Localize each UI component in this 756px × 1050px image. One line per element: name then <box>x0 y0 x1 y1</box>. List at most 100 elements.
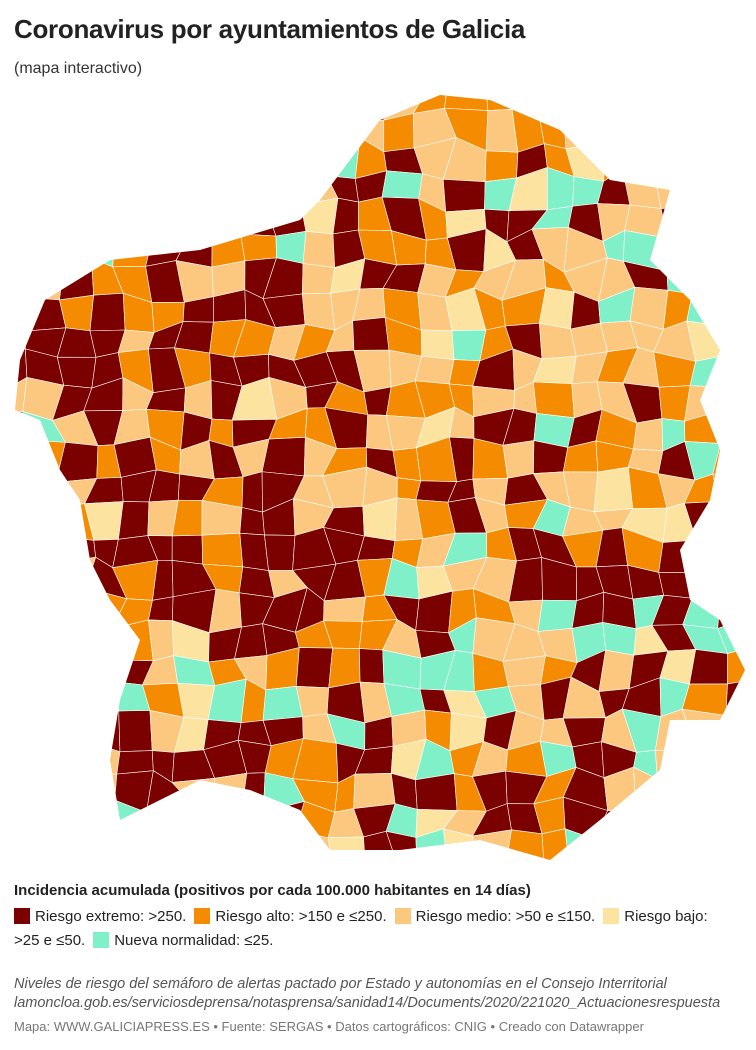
municipality[interactable] <box>172 829 217 869</box>
municipality[interactable] <box>234 871 277 875</box>
municipality[interactable] <box>721 142 754 183</box>
municipality[interactable] <box>201 532 244 568</box>
municipality[interactable] <box>625 110 667 147</box>
municipality[interactable] <box>746 533 756 565</box>
municipality[interactable] <box>141 151 180 171</box>
municipality[interactable] <box>691 257 716 295</box>
municipality[interactable] <box>364 86 393 122</box>
municipality[interactable] <box>666 228 698 272</box>
municipality[interactable] <box>564 828 596 871</box>
municipality[interactable] <box>234 172 275 208</box>
municipality[interactable] <box>746 326 756 355</box>
municipality[interactable] <box>442 179 486 213</box>
municipality[interactable] <box>210 140 242 176</box>
municipality[interactable] <box>684 798 716 831</box>
municipality[interactable] <box>32 657 69 688</box>
municipality[interactable] <box>0 767 30 803</box>
municipality[interactable] <box>714 386 756 415</box>
municipality[interactable] <box>744 680 756 717</box>
municipality[interactable] <box>0 836 28 870</box>
municipality[interactable] <box>241 806 265 835</box>
municipality[interactable] <box>239 532 269 571</box>
municipality[interactable] <box>22 766 66 803</box>
municipality[interactable] <box>484 150 519 182</box>
municipality[interactable] <box>712 289 756 327</box>
municipality[interactable] <box>2 169 38 210</box>
municipality[interactable] <box>292 112 334 150</box>
municipality[interactable] <box>62 238 98 270</box>
municipality[interactable] <box>56 657 98 688</box>
municipality[interactable] <box>714 861 752 875</box>
municipality[interactable] <box>0 438 35 483</box>
municipality[interactable] <box>141 114 183 153</box>
municipality[interactable] <box>27 203 64 242</box>
municipality[interactable] <box>116 750 154 775</box>
municipality[interactable] <box>414 773 458 811</box>
municipality[interactable] <box>657 778 692 811</box>
municipality[interactable] <box>81 110 127 153</box>
municipality[interactable] <box>142 858 180 875</box>
municipality[interactable] <box>682 166 724 212</box>
municipality[interactable] <box>61 766 89 804</box>
municipality[interactable] <box>689 739 716 783</box>
municipality[interactable] <box>748 834 756 865</box>
municipality[interactable] <box>603 85 637 122</box>
municipality[interactable] <box>264 534 296 571</box>
municipality[interactable] <box>717 589 756 629</box>
municipality[interactable] <box>683 142 725 183</box>
municipality[interactable] <box>751 444 756 478</box>
municipality[interactable] <box>0 321 27 350</box>
municipality[interactable] <box>262 685 303 721</box>
municipality[interactable] <box>684 206 724 230</box>
municipality[interactable] <box>88 657 125 686</box>
municipality[interactable] <box>23 296 67 332</box>
municipality[interactable] <box>123 86 157 118</box>
municipality[interactable] <box>485 85 513 111</box>
municipality[interactable] <box>689 771 716 811</box>
municipality[interactable] <box>622 862 668 875</box>
municipality[interactable] <box>741 742 756 781</box>
municipality[interactable] <box>301 85 328 114</box>
municipality[interactable] <box>239 507 265 536</box>
municipality[interactable] <box>25 684 68 723</box>
municipality[interactable] <box>721 168 756 214</box>
municipality[interactable] <box>476 857 513 875</box>
municipality[interactable] <box>663 829 685 864</box>
municipality[interactable] <box>750 593 756 631</box>
municipality[interactable] <box>211 772 248 808</box>
municipality[interactable] <box>353 772 396 809</box>
municipality[interactable] <box>725 680 748 717</box>
municipality[interactable] <box>21 532 68 566</box>
municipality[interactable] <box>750 262 756 301</box>
municipality[interactable] <box>746 350 756 392</box>
municipality[interactable] <box>303 867 332 875</box>
municipality[interactable] <box>234 197 277 237</box>
municipality[interactable] <box>0 287 27 332</box>
municipality[interactable] <box>111 619 154 662</box>
municipality[interactable] <box>171 534 203 565</box>
municipality[interactable] <box>744 468 756 508</box>
municipality[interactable] <box>446 857 488 875</box>
municipality[interactable] <box>359 648 385 684</box>
municipality[interactable] <box>25 801 66 844</box>
municipality[interactable] <box>655 749 698 782</box>
municipality[interactable] <box>327 836 366 867</box>
municipality[interactable] <box>605 120 637 144</box>
municipality[interactable] <box>22 739 66 775</box>
municipality[interactable] <box>685 861 721 875</box>
municipality[interactable] <box>122 831 154 869</box>
municipality[interactable] <box>25 720 66 746</box>
municipality[interactable] <box>712 85 752 112</box>
municipality[interactable] <box>216 869 236 875</box>
municipality[interactable] <box>364 859 397 875</box>
municipality[interactable] <box>660 206 694 239</box>
municipality[interactable] <box>747 861 756 875</box>
municipality[interactable] <box>118 501 150 540</box>
municipality[interactable] <box>35 589 65 629</box>
municipality[interactable] <box>171 778 216 807</box>
municipality[interactable] <box>292 148 334 177</box>
municipality[interactable] <box>0 203 34 242</box>
municipality[interactable] <box>2 140 38 182</box>
municipality[interactable] <box>179 198 213 241</box>
municipality[interactable] <box>82 799 124 834</box>
